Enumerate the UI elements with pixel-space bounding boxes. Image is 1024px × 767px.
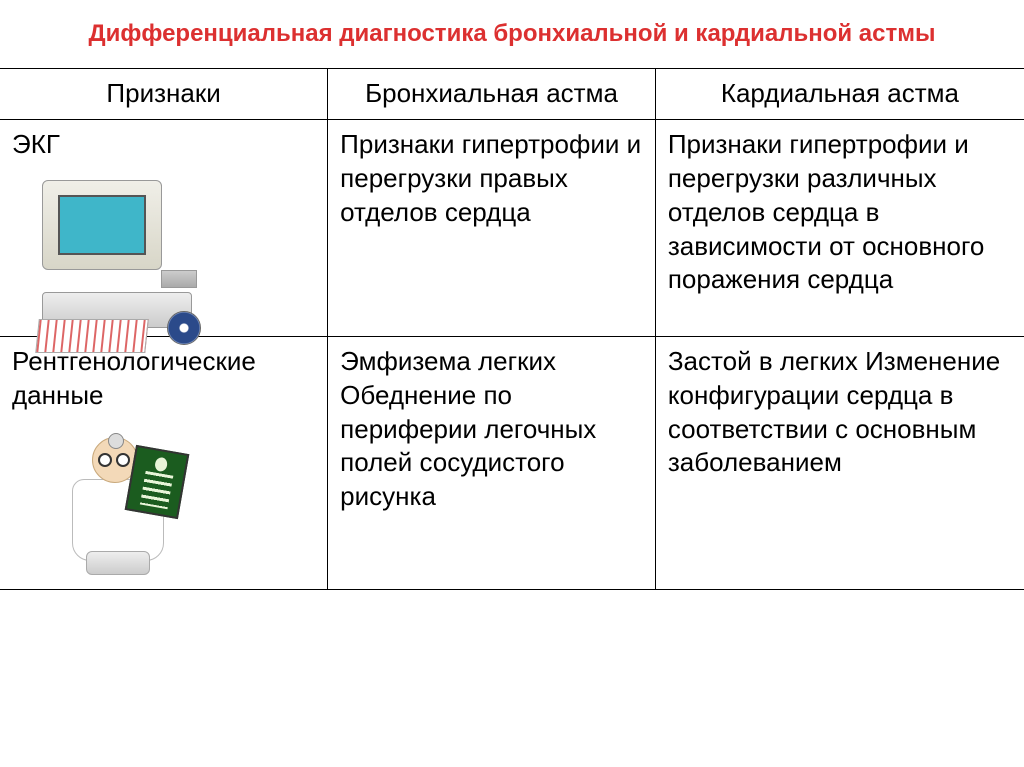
table-row: ЭКГ Признаки гипертрофии и перегрузки пр…: [0, 120, 1024, 337]
col-header-sign: Признаки: [0, 69, 328, 120]
row-sign-label: Рентгенологические данные: [12, 345, 315, 413]
row-bronchial-cell: Эмфизема легких Обеднение по периферии л…: [328, 336, 656, 589]
table-header-row: Признаки Бронхиальная астма Кардиальная …: [0, 69, 1024, 120]
row-cardiac-cell: Застой в легких Изменение конфигурации с…: [655, 336, 1024, 589]
col-header-bronchial: Бронхиальная астма: [328, 69, 656, 120]
row-bronchial-cell: Признаки гипертрофии и перегрузки правых…: [328, 120, 656, 337]
ecg-computer-icon: [42, 180, 315, 328]
table-row: Рентгенологические данные Эмфизема легки…: [0, 336, 1024, 589]
row-sign-cell: ЭКГ: [0, 120, 328, 337]
col-header-cardiac: Кардиальная астма: [655, 69, 1024, 120]
slide-title: Дифференциальная диагностика бронхиально…: [0, 18, 1024, 50]
row-sign-label: ЭКГ: [12, 128, 315, 162]
slide: Дифференциальная диагностика бронхиально…: [0, 0, 1024, 767]
row-cardiac-cell: Признаки гипертрофии и перегрузки различ…: [655, 120, 1024, 337]
doctor-xray-icon: [52, 431, 315, 581]
diff-table: Признаки Бронхиальная астма Кардиальная …: [0, 68, 1024, 589]
row-sign-cell: Рентгенологические данные: [0, 336, 328, 589]
